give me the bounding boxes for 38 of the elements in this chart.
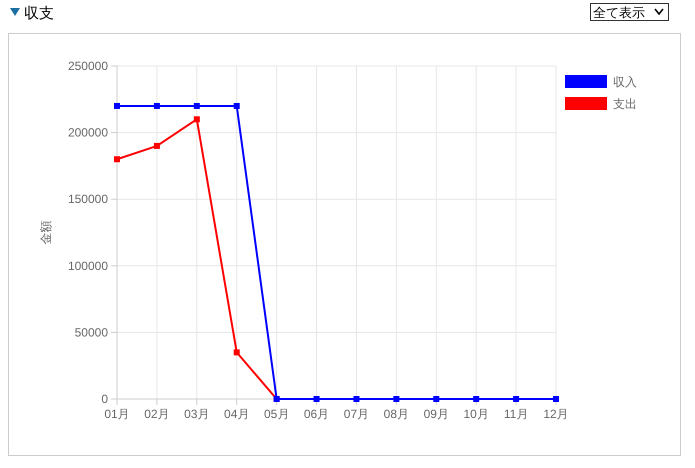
x-tick-label: 02月 <box>144 407 170 421</box>
point <box>194 116 200 122</box>
y-axis-title: 金額 <box>39 220 53 244</box>
x-tick-label: 10月 <box>464 407 489 421</box>
point <box>114 156 120 162</box>
point <box>353 396 360 402</box>
y-tick-label: 100000 <box>68 258 108 273</box>
point <box>114 102 120 109</box>
y-tick-label: 150000 <box>68 192 108 206</box>
point <box>194 102 200 109</box>
point <box>433 396 440 402</box>
x-tick-label: 04月 <box>224 407 250 421</box>
point <box>473 396 480 402</box>
x-tick-label: 01月 <box>104 407 130 421</box>
x-tick-label: 08月 <box>384 407 410 421</box>
point <box>234 102 240 109</box>
point <box>513 396 520 402</box>
y-tick-label: 200000 <box>68 126 108 140</box>
point <box>393 396 400 402</box>
point <box>154 142 160 149</box>
x-tick-label: 05月 <box>264 407 290 421</box>
x-tick-label: 07月 <box>344 407 370 421</box>
point <box>154 102 160 109</box>
legend-label: 収入 <box>613 75 637 89</box>
chart-title: 収支 <box>24 5 54 22</box>
x-tick-label: 06月 <box>304 407 330 421</box>
point <box>314 396 320 402</box>
x-tick-label: 03月 <box>184 407 210 421</box>
y-tick-label: 0 <box>101 392 108 406</box>
x-tick-label: 11月 <box>504 407 528 421</box>
y-tick-label: 50000 <box>74 325 108 340</box>
legend-label: 支出 <box>613 97 637 111</box>
control-select: 全て表示 <box>590 3 669 21</box>
point <box>234 349 240 356</box>
x-tick-label: 12月 <box>543 407 569 421</box>
point <box>553 396 559 402</box>
y-tick-label: 250000 <box>68 59 108 73</box>
x-tick-label: 09月 <box>424 407 449 421</box>
